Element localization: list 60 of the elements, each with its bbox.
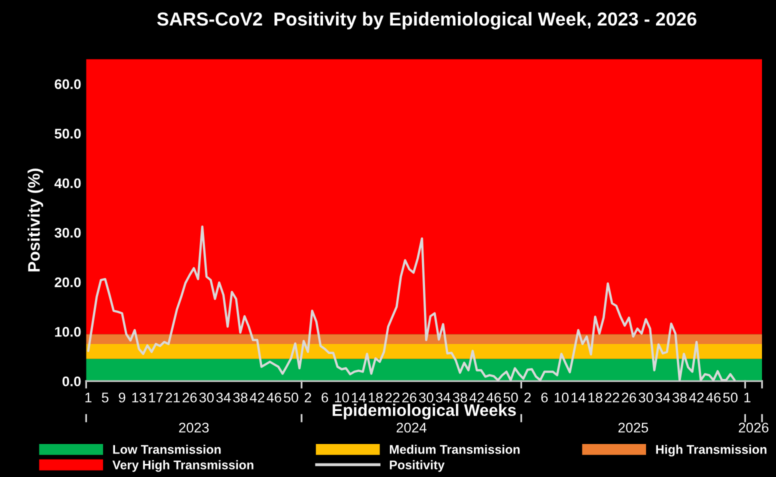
legend-label: Low Transmission <box>113 444 221 454</box>
x-tick-label: 38 <box>233 392 248 402</box>
x-tick-label: 22 <box>385 392 400 402</box>
x-tick-label: 42 <box>469 392 484 402</box>
x-tick-label: 26 <box>622 392 636 402</box>
y-tick-label: 0.0 <box>62 376 81 386</box>
text: 2023 <box>179 422 209 433</box>
text: 2025 <box>618 422 648 433</box>
x-tick-label: 10 <box>335 392 349 402</box>
x-tick-label: 42 <box>689 392 704 402</box>
x-tick-label: 34 <box>656 392 670 402</box>
legend-label: High Transmission <box>656 444 766 456</box>
x-tick-label: 18 <box>588 392 602 402</box>
x-tick-label: 50 <box>284 392 298 402</box>
text: 2026 <box>738 422 768 433</box>
x-tick-label: 30 <box>638 392 654 402</box>
y-tick-label: 60.0 <box>54 79 81 90</box>
y-tick-label: 30.0 <box>54 228 81 238</box>
x-tick-label: 26 <box>402 392 416 402</box>
x-tick-label: 50 <box>723 392 738 402</box>
legend-label: Positivity <box>390 460 445 472</box>
line-series <box>87 225 736 382</box>
text: 2024 <box>396 422 426 433</box>
x-tick-label: 13 <box>132 392 146 402</box>
x-tick-label: 18 <box>368 392 383 402</box>
x-tick-label: 26 <box>182 392 197 402</box>
x-tick-label: 22 <box>605 392 620 402</box>
x-tick-label: 17 <box>149 392 163 402</box>
y-axis-title: Positivity (%) <box>28 168 44 272</box>
x-tick-label: 6 <box>541 392 548 402</box>
x-tick-label: 34 <box>216 392 231 402</box>
y-tick-label: 10.0 <box>55 326 81 337</box>
x-axis-title: Epidemiological Weeks <box>332 404 516 420</box>
x-tick-label: 14 <box>352 392 366 402</box>
x-tick-label: 5 <box>102 392 108 402</box>
x-tick-label: 9 <box>118 392 126 402</box>
x-tick-label: 10 <box>554 392 569 402</box>
legend-label: Medium Transmission <box>390 444 520 454</box>
x-tick-label: 1 <box>744 392 750 402</box>
x-tick-label: 46 <box>266 392 282 402</box>
x-tick-label: 2 <box>524 392 531 402</box>
x-tick-label: 38 <box>672 392 687 402</box>
x-tick-label: 30 <box>199 392 214 402</box>
y-tick-label: 50.0 <box>54 128 81 139</box>
x-tick-label: 38 <box>452 392 468 402</box>
x-tick-label: 6 <box>322 392 328 402</box>
x-tick-label: 42 <box>250 392 264 402</box>
x-tick-label: 46 <box>706 392 721 402</box>
x-tick-label: 21 <box>166 392 180 402</box>
y-tick-label: 40.0 <box>54 178 81 188</box>
legend-label: Very High Transmission <box>112 460 254 472</box>
x-tick-label: 1 <box>85 392 92 402</box>
x-tick-label: 50 <box>504 392 518 402</box>
x-tick-label: 14 <box>572 392 586 402</box>
x-tick-label: 34 <box>436 392 450 402</box>
x-tick-label: 46 <box>486 392 501 402</box>
chart-title: SARS-CoV2 Positivity by Epidemiological Week, 2023 - 2026 <box>157 12 696 30</box>
x-tick-label: 30 <box>419 392 434 402</box>
y-tick-label: 20.0 <box>54 277 81 288</box>
x-tick-label: 2 <box>304 392 312 402</box>
